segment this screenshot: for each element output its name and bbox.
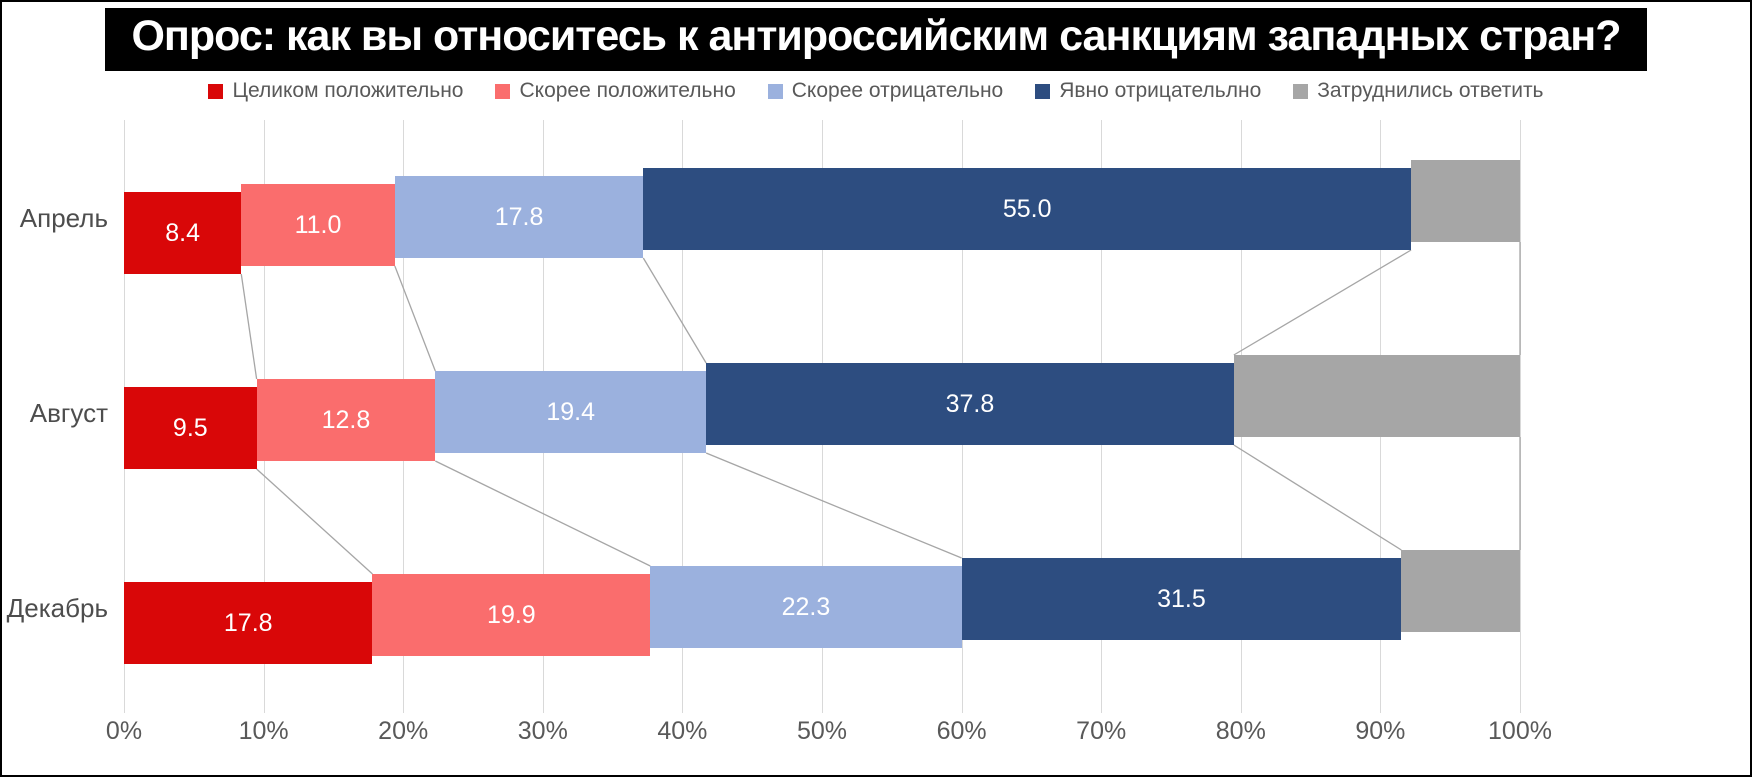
plot-area: 8.4 11.0 17.8 55.0 9.5 12.8 19.4 37.8 17.8 19.9 22… (124, 120, 1521, 713)
legend-item: Скорее отрицательно (767, 79, 1004, 103)
legend-swatch-icon (208, 83, 224, 99)
legend-item: Затруднились ответить (1293, 79, 1544, 103)
legend-item: Целиком положительно (208, 79, 463, 103)
x-axis-tick-label: 50% (796, 717, 848, 745)
x-axis-tick-label: 40% (657, 717, 708, 745)
chart-legend: Целиком положительно Скорее положительно С… (2, 79, 1750, 103)
bar-value-label: 11.0 (294, 210, 342, 239)
x-axis-tick-label: 90% (1355, 717, 1406, 745)
series-connector-line (240, 273, 258, 380)
bar-value-label: 19.4 (546, 397, 596, 426)
category-label: Апрель (19, 202, 108, 233)
x-axis-tick-label: 80% (1215, 717, 1266, 745)
bar-value-label: 31.5 (1157, 584, 1206, 613)
bar-segment: 55.0 (643, 168, 1412, 250)
series-connector-line (435, 460, 651, 567)
x-axis-tick-label: 100% (1488, 717, 1552, 745)
legend-label: Скорее отрицательно (791, 79, 1004, 102)
title-bar: Опрос: как вы относитесь к антироссийски… (2, 8, 1750, 71)
legend-label: Явно отрицательлно (1059, 79, 1262, 102)
series-connector-line (642, 257, 707, 364)
series-connector-line (705, 452, 962, 559)
bar-segment: 22.3 (650, 566, 962, 648)
x-axis-tick-label: 10% (238, 717, 289, 745)
legend-label: Скорее положительно (519, 79, 736, 102)
x-axis-tick-label: 60% (936, 717, 987, 745)
connector-lines (240, 242, 1521, 575)
bar-value-label: 19.9 (487, 600, 536, 629)
category-label: Декабрь (6, 592, 108, 623)
x-axis-tick-label: 30% (517, 717, 568, 745)
x-axis-tick-label: 20% (378, 717, 429, 745)
legend-swatch-icon (1293, 83, 1309, 99)
category-label: Август (29, 397, 108, 428)
bar-segment (1233, 355, 1520, 437)
bar-value-label: 17.8 (223, 608, 273, 637)
chart-title: Опрос: как вы относитесь к антироссийски… (105, 8, 1647, 71)
legend-label: Целиком положительно (232, 79, 464, 102)
bar-segment: 31.5 (961, 558, 1402, 640)
gridline (1520, 120, 1521, 713)
bar-segment: 11.0 (241, 184, 395, 266)
legend-swatch-icon (1035, 83, 1051, 99)
legend-item: Скорее положительно (495, 79, 736, 103)
legend-swatch-icon (767, 83, 783, 99)
bar-segment: 17.8 (124, 582, 373, 664)
bar-segment: 9.5 (124, 387, 257, 469)
series-connector-line (1233, 444, 1402, 551)
bar-segment: 19.4 (435, 371, 707, 453)
legend-item: Явно отрицательлно (1035, 79, 1261, 103)
bar-segment: 37.8 (706, 363, 1234, 445)
bar-value-label: 12.8 (321, 405, 371, 434)
bar-segment (1411, 160, 1520, 242)
legend-label: Затруднились ответить (1317, 79, 1544, 102)
x-axis-tick-label: 70% (1076, 717, 1127, 745)
legend-swatch-icon (495, 83, 511, 99)
series-connector-line (394, 265, 436, 372)
bar-value-label: 17.8 (494, 202, 544, 231)
bar-value-label: 55.0 (1002, 194, 1052, 223)
bar-segment: 19.9 (372, 574, 651, 656)
bar-segment: 17.8 (394, 176, 644, 258)
bar-segment: 8.4 (124, 192, 242, 274)
x-axis-tick-label: 0% (105, 717, 143, 745)
value-axis: 0% 10% 20% 30% 40% 50% 60% 70% 80% 90% 100% (106, 717, 1552, 751)
bar-value-label: 8.4 (165, 218, 200, 247)
bar-segment: 12.8 (256, 379, 436, 461)
category-axis: Апрель Август Декабрь (2, 120, 108, 705)
bar-value-label: 37.8 (945, 389, 995, 418)
series-connector-line (256, 468, 373, 575)
series-connector-line (1233, 249, 1412, 356)
bar-segment (1401, 550, 1520, 632)
bar-value-label: 9.5 (172, 413, 208, 442)
bar-value-label: 22.3 (781, 592, 831, 621)
